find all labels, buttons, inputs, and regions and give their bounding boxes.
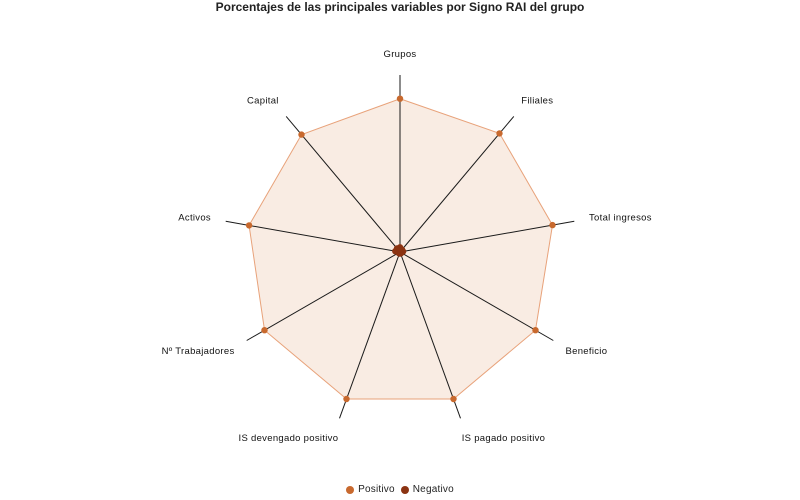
axis-label: Total ingresos: [589, 213, 652, 224]
data-point: [396, 95, 404, 102]
data-point: [261, 327, 268, 334]
axis-label: Beneficio: [566, 346, 608, 357]
axis-label: Grupos: [384, 49, 417, 60]
axis-label: Nº Trabajadores: [162, 346, 235, 357]
legend-item[interactable]: Negativo: [400, 484, 454, 495]
legend: Positivo Negativo: [0, 484, 800, 497]
axis-label: Filiales: [521, 95, 553, 106]
data-point: [496, 130, 503, 137]
axis-label: Activos: [178, 213, 211, 224]
axis-line: [399, 116, 515, 253]
legend-item[interactable]: Positivo: [346, 484, 395, 495]
axis-label: IS pagado positivo: [462, 433, 546, 444]
data-point: [532, 327, 539, 334]
center-point: [397, 249, 403, 255]
legend-marker: [400, 485, 409, 494]
axis-line: [399, 251, 461, 419]
axis-line: [399, 251, 554, 341]
axis-line: [285, 116, 401, 253]
axis-label: Capital: [247, 95, 279, 106]
legend-label: Negativo: [412, 484, 454, 495]
axis-line: [246, 251, 401, 341]
legend-marker: [346, 485, 355, 494]
axis-line: [339, 251, 401, 419]
data-point: [549, 221, 556, 229]
legend-label: Positivo: [358, 484, 395, 495]
data-point: [343, 395, 350, 403]
axis-line: [399, 220, 575, 253]
chart-title: Porcentajes de las principales variables…: [215, 0, 585, 14]
data-point: [298, 131, 305, 138]
axis-label: IS devengado positivo: [239, 433, 339, 444]
data-point: [450, 395, 457, 403]
data-point: [245, 222, 253, 229]
axis-line: [225, 220, 401, 253]
